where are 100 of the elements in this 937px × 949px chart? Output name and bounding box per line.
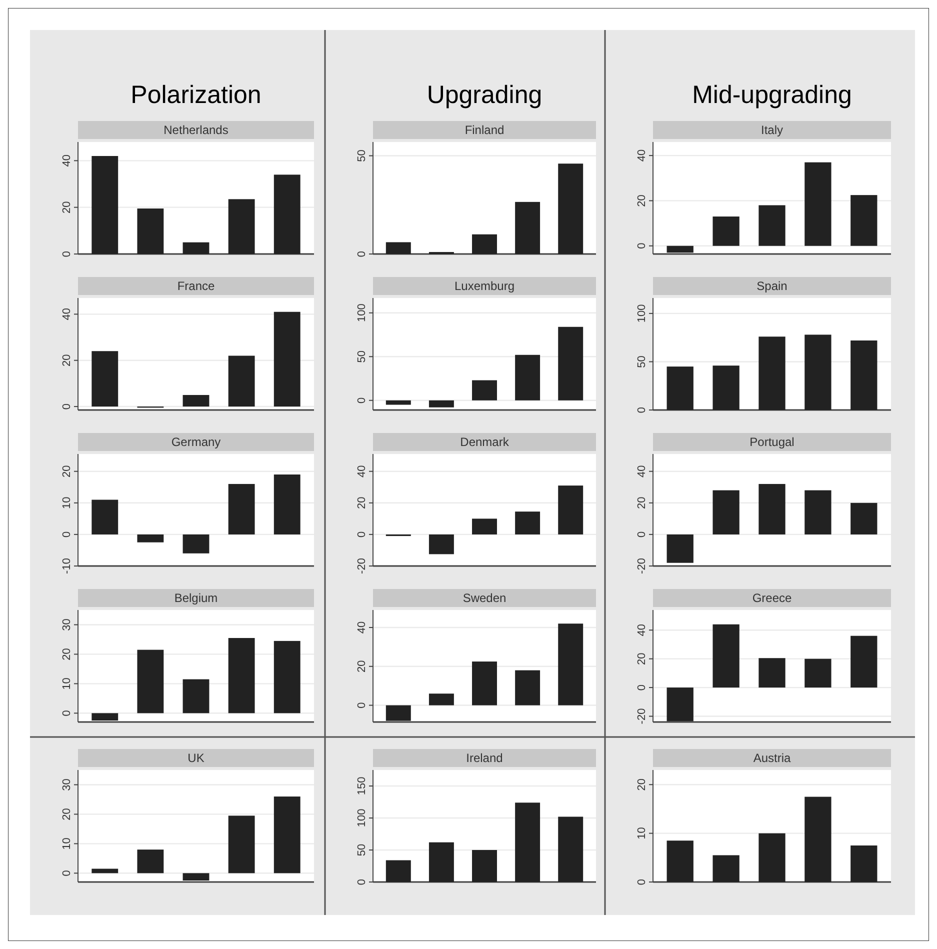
bar — [472, 850, 497, 882]
y-tick-label: 20 — [61, 354, 73, 366]
text: Mid-upgrading — [692, 81, 852, 109]
bar — [472, 518, 497, 534]
y-tick-label: 0 — [61, 250, 73, 258]
y-tick-label: 50 — [356, 350, 368, 363]
y-tick-label: -10 — [61, 558, 73, 574]
chart-title: Spain — [756, 279, 788, 293]
bar — [428, 694, 454, 706]
bar — [558, 486, 584, 534]
y-tick-label: 30 — [61, 618, 73, 631]
y-tick-label: 10 — [61, 496, 73, 510]
bar — [804, 162, 832, 246]
bar — [274, 474, 300, 534]
bar — [472, 662, 497, 706]
y-tick-label: 40 — [61, 308, 73, 320]
y-tick-label: 100 — [636, 304, 648, 323]
y-tick-label: 100 — [356, 304, 368, 322]
y-tick-label: 0 — [61, 870, 73, 876]
y-tick-label: 20 — [61, 465, 73, 478]
y-tick-label: 50 — [636, 356, 648, 368]
bar — [666, 840, 694, 882]
bar — [472, 234, 497, 254]
chart-title: France — [177, 279, 215, 293]
bar — [804, 796, 832, 882]
bar — [228, 356, 255, 407]
y-tick-label: -20 — [636, 708, 648, 724]
bar — [804, 334, 832, 410]
y-tick-label: 30 — [61, 778, 73, 791]
y-tick-label: 0 — [356, 531, 368, 538]
bar — [666, 366, 694, 410]
chart-title: Ireland — [466, 751, 503, 765]
y-tick-label: 100 — [356, 808, 368, 828]
bar — [386, 860, 411, 882]
bar — [137, 650, 164, 714]
bar — [182, 679, 210, 714]
bar — [137, 534, 164, 542]
y-tick-label: 0 — [636, 406, 648, 414]
bar — [758, 484, 786, 534]
bar — [804, 490, 832, 534]
bar — [666, 246, 694, 253]
y-tick-label: 20 — [636, 778, 648, 791]
bar — [428, 842, 454, 882]
bar — [428, 400, 454, 408]
text: Upgrading — [426, 81, 542, 109]
bar — [515, 670, 540, 706]
bar — [758, 336, 786, 410]
y-tick-label: 20 — [636, 652, 648, 665]
bar — [758, 658, 786, 688]
bar — [386, 242, 411, 254]
bar — [558, 164, 584, 254]
bar — [712, 855, 740, 882]
y-tick-label: 40 — [636, 465, 648, 478]
bar — [386, 400, 411, 405]
y-tick-label: 0 — [356, 702, 368, 708]
bar — [758, 833, 786, 882]
y-tick-label: 0 — [636, 684, 648, 691]
y-tick-label: 40 — [636, 624, 648, 636]
y-tick-label: 20 — [61, 808, 73, 820]
y-tick-label: 20 — [636, 194, 648, 207]
bar — [472, 380, 497, 400]
bar — [712, 624, 740, 688]
y-tick-label: 0 — [636, 242, 648, 249]
y-tick-label: 20 — [61, 648, 73, 660]
bar — [515, 802, 540, 882]
y-tick-label: 20 — [61, 201, 73, 214]
y-tick-label: 20 — [356, 496, 368, 510]
bar — [386, 705, 411, 721]
bar — [804, 658, 832, 688]
bar — [182, 242, 210, 254]
bar — [712, 216, 740, 246]
y-tick-label: 0 — [356, 250, 368, 258]
bar — [274, 796, 300, 874]
bar — [274, 640, 300, 714]
bar — [228, 199, 255, 254]
y-tick-label: 40 — [636, 149, 648, 162]
bar — [515, 512, 540, 534]
bar — [558, 816, 584, 882]
bar — [228, 484, 255, 534]
bar — [712, 490, 740, 534]
bar — [850, 502, 878, 534]
y-tick-label: 0 — [356, 397, 368, 404]
bar — [228, 816, 255, 874]
bar — [92, 500, 118, 534]
chart-title: Italy — [760, 123, 784, 137]
bar — [558, 326, 584, 400]
bar — [666, 688, 694, 722]
y-tick-label: 10 — [61, 678, 73, 690]
chart-title: Austria — [753, 751, 791, 765]
chart-title: Sweden — [462, 591, 506, 605]
y-tick-label: 50 — [356, 150, 368, 162]
bar — [850, 636, 878, 688]
bar — [712, 366, 740, 410]
bar — [182, 873, 210, 881]
y-tick-label: 0 — [636, 531, 648, 538]
chart-title: UK — [188, 751, 204, 765]
bar — [558, 624, 584, 706]
y-tick-label: 40 — [356, 621, 368, 634]
y-tick-label: -20 — [636, 558, 648, 574]
bar — [92, 868, 118, 874]
